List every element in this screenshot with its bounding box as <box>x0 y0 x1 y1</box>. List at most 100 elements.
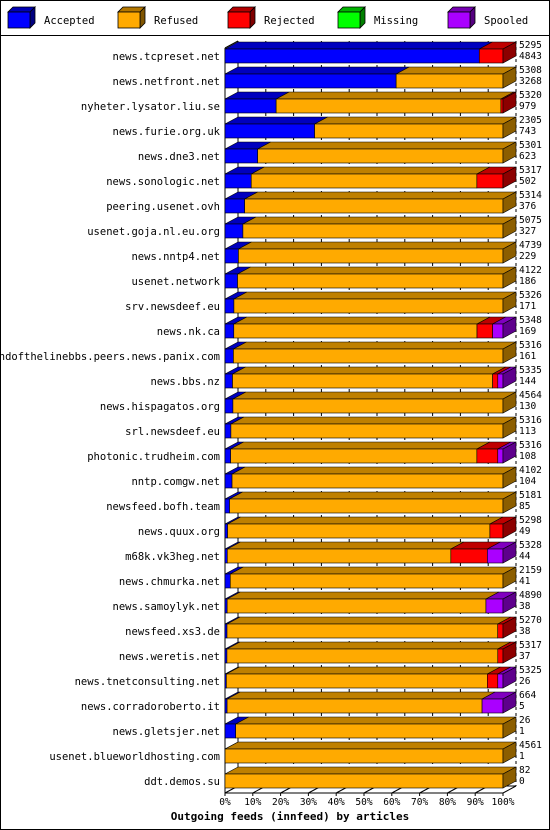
x-tick-label: 80% <box>439 797 456 808</box>
offered-value-label: 4122 <box>519 265 542 276</box>
accepted-value-label: 327 <box>519 226 536 237</box>
accepted-value-label: 38 <box>519 601 531 612</box>
bar-segment-accepted <box>224 548 228 564</box>
offered-value-label: 5295 <box>519 40 542 51</box>
bar-segment-spooled <box>497 673 504 689</box>
bar-segment-refused <box>235 723 504 739</box>
bar-top-refused <box>230 566 517 575</box>
bar-side <box>502 541 517 564</box>
bar-side <box>502 516 517 539</box>
feed-name-label: news.quux.org <box>138 526 220 538</box>
feed-name-label: usenet.blueworldhosting.com <box>49 751 220 763</box>
bar-side <box>502 266 517 289</box>
accepted-value-label: 130 <box>519 401 536 412</box>
bar-photonic.trudheim.com <box>224 441 517 464</box>
offered-value-label: 5075 <box>519 215 542 226</box>
x-tick-label: 60% <box>383 797 400 808</box>
offered-value-label: 5298 <box>519 515 542 526</box>
bar-top-refused <box>238 241 517 250</box>
x-tick-label: 100% <box>492 797 515 808</box>
bar-side <box>502 366 517 389</box>
accepted-value-label: 4843 <box>519 51 542 62</box>
bar-side <box>502 616 517 639</box>
bar-side <box>502 341 517 364</box>
accepted-value-label: 0 <box>519 776 525 787</box>
bar-segment-accepted <box>224 248 239 264</box>
bar-segment-accepted <box>224 473 233 489</box>
feed-name-label: news.sonologic.net <box>106 176 220 188</box>
bar-top-refused <box>227 516 504 525</box>
bar-news.weretis.net <box>224 641 517 664</box>
accepted-value-label: 623 <box>519 151 536 162</box>
bar-side <box>502 416 517 439</box>
accepted-value-label: 161 <box>519 351 536 362</box>
accepted-value-label: 37 <box>519 651 530 662</box>
feed-name-label: news.samoylyk.net <box>113 601 220 613</box>
feed-name-label: photonic.trudheim.com <box>87 451 220 463</box>
offered-value-label: 5320 <box>519 90 542 101</box>
bar-side <box>502 291 517 314</box>
bar-segment-refused <box>230 423 504 439</box>
offered-value-label: 5316 <box>519 340 542 351</box>
x-tick-label: 70% <box>411 797 428 808</box>
x-tick-label: 40% <box>328 797 345 808</box>
bar-segment-rejected <box>489 523 504 539</box>
bar-top-refused <box>227 591 500 600</box>
offered-value-label: 5316 <box>519 415 542 426</box>
legend-label: Rejected <box>264 15 315 27</box>
bar-segment-accepted <box>224 448 231 464</box>
bar-side <box>502 391 517 414</box>
bar-news.nk.ca <box>224 316 517 339</box>
bar-segment-refused <box>227 523 491 539</box>
bar-newsfeed.xs3.de <box>224 616 517 639</box>
bar-segment-accepted <box>224 98 277 114</box>
legend-label: Refused <box>154 15 198 27</box>
legend-item-missing: Missing <box>337 6 418 29</box>
legend-swatch <box>447 11 471 29</box>
bar-side <box>502 41 517 64</box>
accepted-value-label: 3268 <box>519 76 542 87</box>
offered-value-label: 26 <box>519 715 531 726</box>
bar-segment-spooled <box>485 598 504 614</box>
offered-value-label: 5317 <box>519 640 542 651</box>
bar-segment-refused <box>237 273 504 289</box>
offered-value-label: 5308 <box>519 65 542 76</box>
bar-side <box>502 491 517 514</box>
legend-swatch <box>227 11 251 29</box>
accepted-value-label: 108 <box>519 451 536 462</box>
feed-name-label: peering.usenet.ovh <box>106 201 220 213</box>
legend-swatch <box>117 11 141 29</box>
bar-side <box>502 116 517 139</box>
bar-top-refused <box>276 91 515 100</box>
bar-segment-refused <box>238 248 504 264</box>
legend-item-rejected: Rejected <box>227 6 315 29</box>
legend-item-refused: Refused <box>117 6 198 29</box>
bar-news.netfront.net <box>224 66 517 89</box>
offered-value-label: 4890 <box>519 590 542 601</box>
grid-floor-line <box>502 785 517 794</box>
x-tick-label: 20% <box>272 797 289 808</box>
bar-segment-rejected <box>500 98 504 114</box>
legend-label: Missing <box>374 15 418 27</box>
x-tick-label: 90% <box>467 797 484 808</box>
bar-side <box>502 241 517 264</box>
legend-swatch <box>7 11 31 29</box>
offered-value-label: 5270 <box>519 615 542 626</box>
bar-news.furie.org.uk <box>224 116 517 139</box>
bar-top-refused <box>233 341 517 350</box>
bar-news.samoylyk.net <box>224 591 517 614</box>
accepted-value-label: 113 <box>519 426 536 437</box>
accepted-value-label: 229 <box>519 251 536 262</box>
bar-segment-rejected <box>478 48 504 64</box>
bar-ddt.demos.su <box>224 766 517 789</box>
bar-segment-refused <box>229 573 504 589</box>
bar-top-refused <box>226 616 511 625</box>
bar-segment-accepted <box>224 623 228 639</box>
offered-value-label: 5325 <box>519 665 542 676</box>
bar-news.sonologic.net <box>224 166 517 189</box>
bar-top-refused <box>251 166 490 175</box>
bar-segment-accepted <box>224 398 234 414</box>
bar-segment-accepted <box>224 298 235 314</box>
bar-top-refused <box>227 541 464 550</box>
